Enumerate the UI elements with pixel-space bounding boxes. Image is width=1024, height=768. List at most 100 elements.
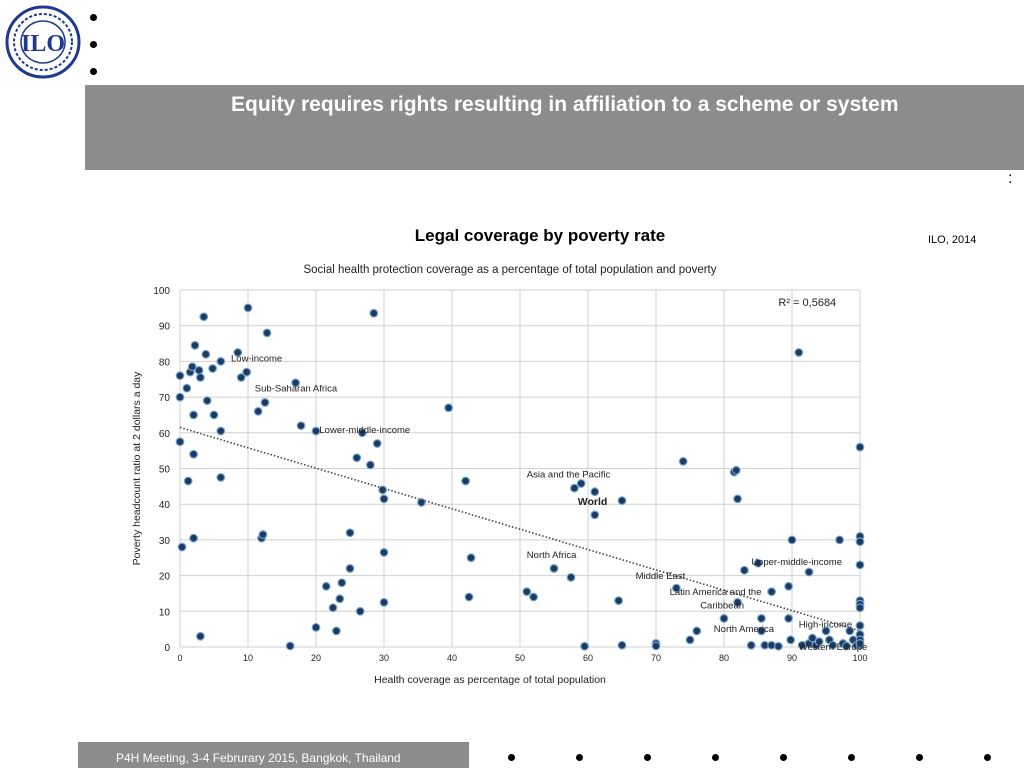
data-point bbox=[182, 383, 192, 393]
scatter-chart: 0 10 20 30 40 50 60 70 80 90 100 0 10 20 30 40 50 60 70 80 9… bbox=[131, 264, 868, 686]
data-point bbox=[733, 597, 742, 607]
data-point bbox=[202, 396, 212, 406]
data-point bbox=[774, 641, 783, 651]
data-point bbox=[369, 308, 379, 318]
title-banner: Equity requires rights resulting in affi… bbox=[85, 85, 1024, 170]
data-point bbox=[189, 410, 198, 420]
data-point bbox=[814, 637, 824, 647]
data-point bbox=[757, 614, 766, 623]
annotation-label: Caribbean bbox=[700, 600, 744, 611]
y-tick-label: 10 bbox=[159, 607, 171, 618]
vertical-dots bbox=[87, 8, 101, 80]
data-point bbox=[243, 303, 253, 313]
data-point bbox=[590, 510, 600, 520]
data-point bbox=[183, 476, 193, 486]
data-point bbox=[821, 626, 831, 636]
data-point bbox=[189, 449, 198, 459]
data-point bbox=[345, 564, 355, 573]
data-point bbox=[746, 640, 756, 650]
logo-text: ILO bbox=[21, 31, 65, 57]
annotation-label: Sub-Saharan Africa bbox=[255, 384, 338, 395]
y-tick-label: 90 bbox=[159, 322, 171, 333]
data-point bbox=[187, 362, 197, 372]
data-point bbox=[784, 581, 793, 591]
data-point bbox=[321, 581, 331, 591]
data-point bbox=[740, 565, 749, 575]
x-tick-label: 10 bbox=[243, 653, 253, 663]
data-point bbox=[672, 583, 681, 593]
data-point bbox=[331, 626, 341, 636]
chart-heading: Legal coverage by poverty rate bbox=[414, 226, 666, 245]
data-point bbox=[522, 587, 532, 597]
x-tick-label: 70 bbox=[651, 653, 661, 663]
data-point bbox=[466, 553, 476, 563]
data-point bbox=[786, 635, 796, 645]
x-tick-label: 100 bbox=[852, 653, 867, 663]
data-point bbox=[194, 365, 204, 375]
data-point bbox=[566, 572, 576, 582]
chart-title: Social health protection coverage as a p… bbox=[303, 264, 716, 276]
x-tick-label: 60 bbox=[583, 653, 593, 663]
y-tick-label: 70 bbox=[159, 393, 171, 404]
data-point bbox=[753, 558, 763, 568]
data-point bbox=[195, 631, 205, 641]
data-point bbox=[757, 626, 766, 636]
data-point bbox=[733, 494, 742, 504]
data-point bbox=[208, 364, 218, 373]
data-point bbox=[855, 560, 865, 570]
data-point bbox=[195, 373, 205, 382]
ilo-logo: ILO bbox=[4, 4, 82, 80]
data-point bbox=[787, 535, 797, 545]
data-point bbox=[379, 597, 389, 607]
data-point bbox=[311, 426, 321, 436]
data-point bbox=[855, 537, 865, 547]
data-point bbox=[464, 592, 474, 602]
data-point bbox=[209, 410, 219, 420]
data-point bbox=[190, 340, 200, 350]
data-point bbox=[335, 594, 345, 604]
data-point bbox=[719, 614, 729, 623]
data-point bbox=[216, 426, 226, 436]
data-point bbox=[379, 547, 389, 557]
data-point bbox=[291, 378, 301, 388]
data-point bbox=[692, 626, 702, 636]
source-label: ILO, 2014 bbox=[928, 234, 977, 246]
data-point bbox=[828, 640, 838, 650]
data-point bbox=[242, 367, 252, 377]
annotation-label: World bbox=[578, 496, 608, 508]
y-tick-label: 80 bbox=[159, 357, 171, 368]
data-point bbox=[378, 485, 388, 495]
data-point bbox=[845, 626, 855, 636]
annotation-label: North Africa bbox=[527, 550, 577, 561]
x-tick-label: 40 bbox=[447, 653, 457, 663]
data-point bbox=[337, 578, 347, 588]
annotation-label: Western Europe bbox=[799, 642, 867, 653]
r-squared-label: R² = 0,5684 bbox=[778, 297, 836, 309]
data-point bbox=[233, 348, 243, 357]
data-point bbox=[808, 633, 817, 643]
data-point bbox=[201, 349, 211, 359]
data-point bbox=[731, 465, 741, 475]
x-axis-label: Health coverage as percentage of total p… bbox=[374, 674, 606, 686]
annotation-label: Middle East bbox=[636, 571, 686, 582]
data-point bbox=[576, 479, 586, 488]
data-point bbox=[175, 371, 185, 381]
slide-title: Equity requires rights resulting in affi… bbox=[231, 93, 899, 116]
trend-line bbox=[179, 426, 861, 632]
data-point bbox=[345, 528, 355, 538]
data-point bbox=[855, 621, 865, 630]
data-point bbox=[311, 622, 321, 632]
data-point bbox=[216, 473, 226, 482]
data-point bbox=[260, 398, 270, 407]
data-point bbox=[855, 603, 865, 613]
data-point bbox=[784, 614, 793, 623]
data-point bbox=[352, 453, 362, 463]
data-point bbox=[444, 403, 454, 413]
data-point bbox=[355, 606, 365, 616]
y-tick-label: 60 bbox=[159, 429, 171, 440]
annotation-label: North America bbox=[714, 624, 775, 635]
data-point bbox=[461, 476, 471, 486]
data-point bbox=[262, 328, 272, 338]
data-point bbox=[296, 421, 306, 431]
data-point bbox=[236, 373, 246, 382]
